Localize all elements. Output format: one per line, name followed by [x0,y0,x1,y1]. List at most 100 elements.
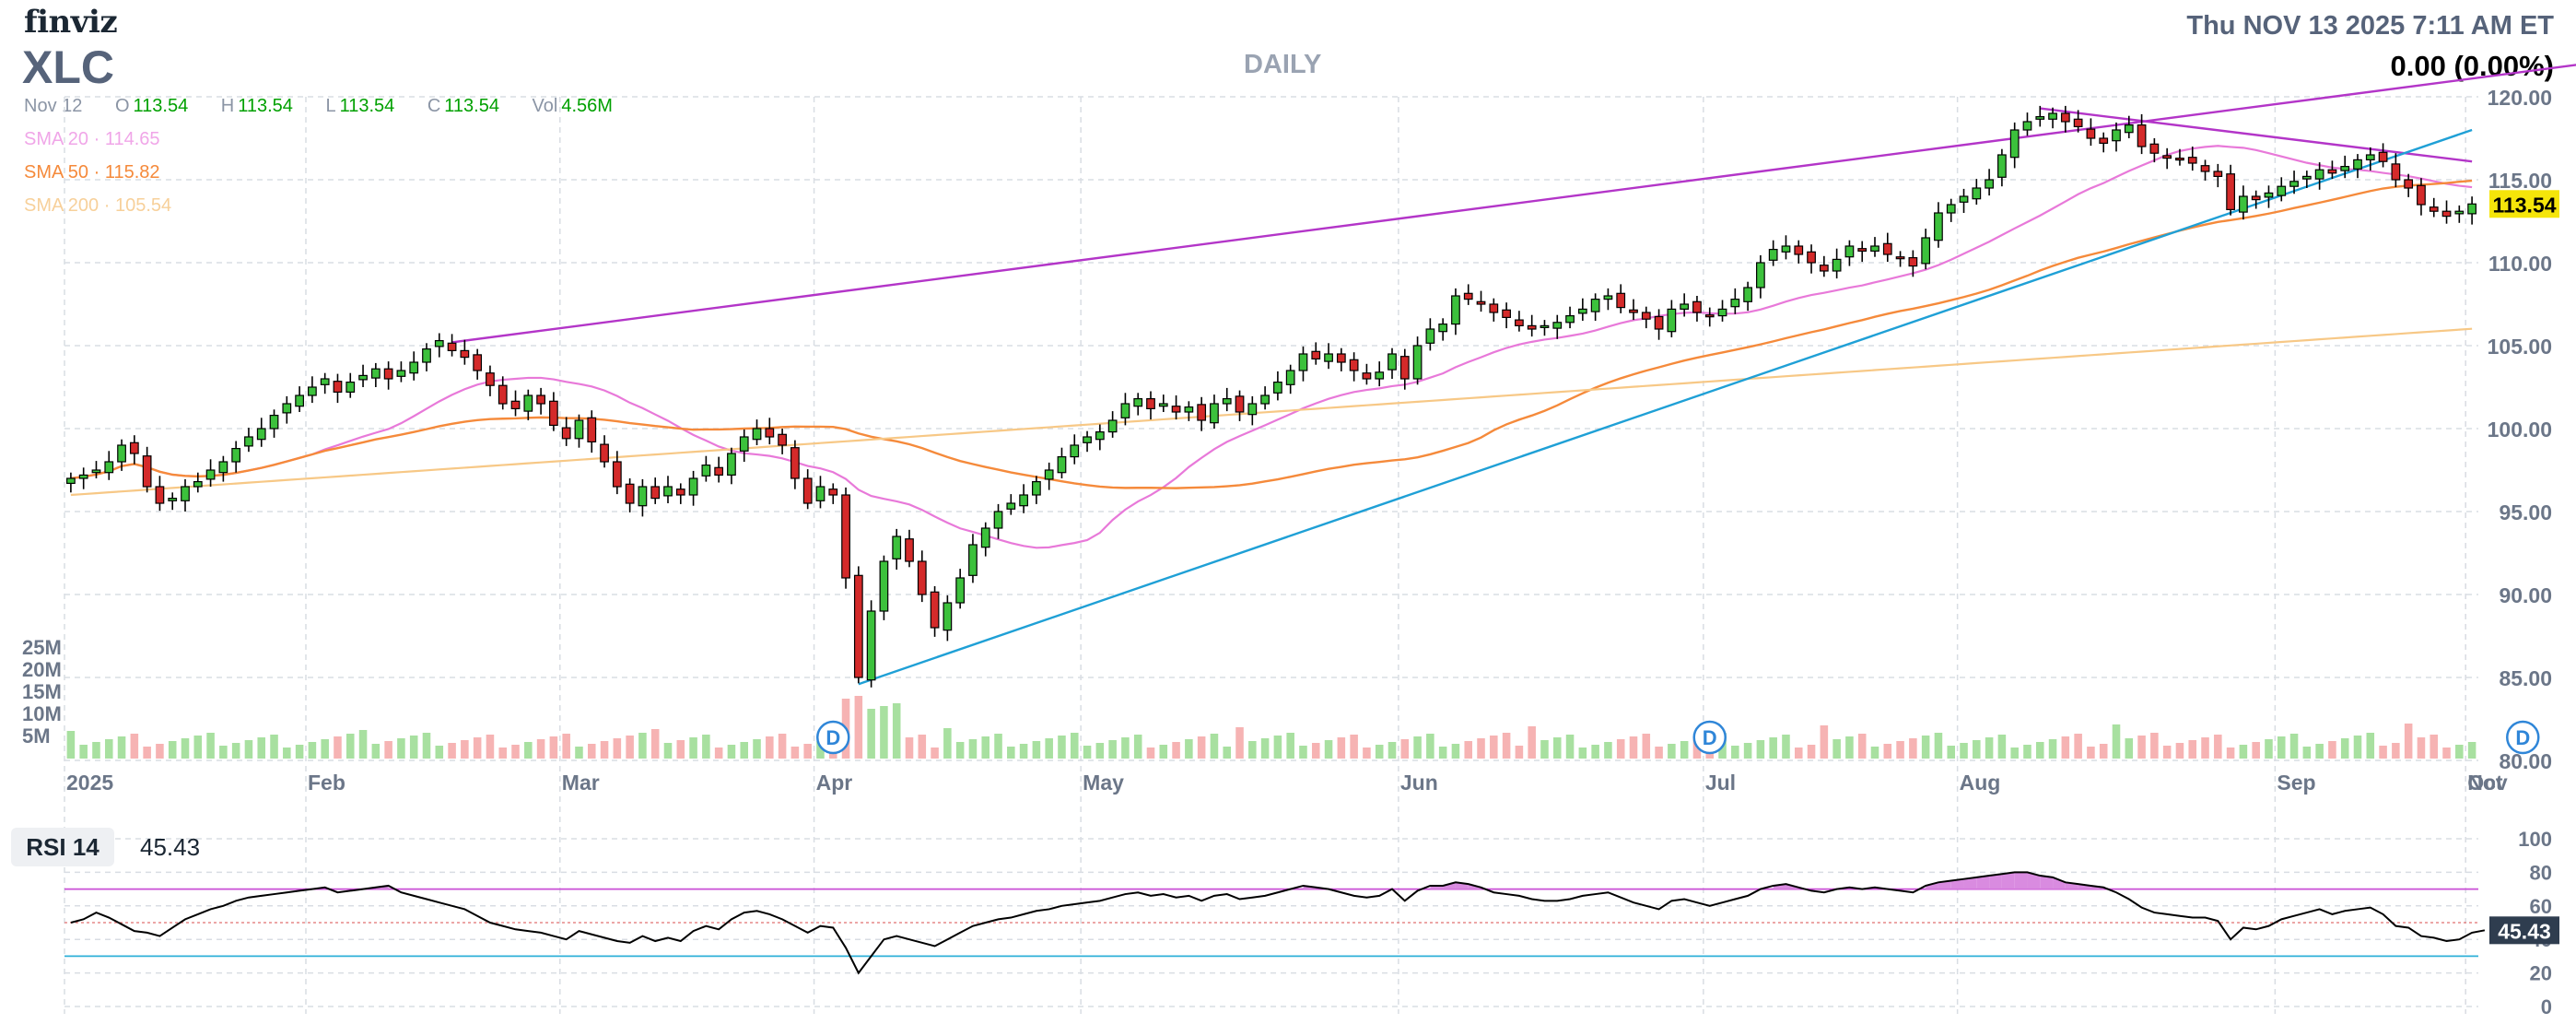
candle-body [1388,353,1397,371]
volume-bar [1070,733,1079,759]
candle-body [2277,185,2287,196]
candle-body [752,428,762,441]
candle-body [1235,395,1245,413]
candle-body [460,349,470,359]
sma200-label: SMA 200 [24,195,100,216]
rsi-tick-label: 20 [2530,962,2552,985]
sma20-legend[interactable]: SMA 20 · 114.65 [24,129,160,149]
candle-body [510,400,521,409]
sma50-legend[interactable]: SMA 50 · 115.82 [24,162,160,182]
volume-bar [753,739,761,759]
volume-bar [143,747,151,759]
volume-bar [1413,736,1422,759]
candle-body [1603,295,1613,300]
volume-bar [931,748,939,759]
candle-body [879,560,889,612]
volume-bar [524,742,533,759]
candle-body [1629,309,1638,313]
candle-body [2289,181,2299,187]
candles [66,105,2476,688]
volume-bar [2265,739,2273,759]
candle-body [1451,295,1460,325]
month-label: Nov [2467,771,2508,795]
volume-bar [1095,743,1105,759]
candle-body [1985,179,1994,189]
candle-body [2112,129,2121,142]
volume-bar [1235,727,1244,759]
rsi-label[interactable]: RSI 14 [11,828,114,866]
volume-bar [397,738,405,759]
candle-body [587,417,597,442]
volume-bar [461,740,469,759]
candle-body [612,461,622,488]
volume-bar [2328,741,2336,759]
candle-body [1527,324,1537,330]
month-label: May [1083,771,1124,795]
candle-body [1107,419,1118,433]
volume-bar [994,734,1002,759]
volume-bar [2379,746,2387,759]
candle-body [2264,192,2274,198]
candle-body [1336,353,1346,363]
candle-body [1590,299,1600,312]
volume-bar [156,744,164,759]
volume-bar [2010,748,2019,759]
candle-body [1680,303,1690,311]
volume-bar [943,728,952,759]
candle-body [193,480,203,488]
volume-bar [1782,735,1790,759]
volume-tick-label: 25M [22,636,62,659]
volume-bar [1197,736,1206,759]
volume-bar [2392,743,2400,759]
candle-body [968,544,978,576]
downtrend-line [2040,107,2473,163]
volume-bar [2162,746,2172,759]
candle-body [1540,324,1550,328]
dividend-marker-circle [2506,720,2540,755]
candle-body [2099,137,2109,145]
candle-body [1717,308,1727,317]
candle-body [1692,300,1702,313]
candle-body [1375,371,1385,380]
volume-bar [1172,742,1180,759]
sma200-legend[interactable]: SMA 200 · 105.54 [24,195,172,216]
volume-bar [2340,738,2349,759]
candle-body [1781,245,1791,253]
volume-bar [257,737,266,759]
finviz-logo[interactable]: finviz [24,4,118,41]
candle-body [422,348,431,363]
volume-bar [1019,744,1028,759]
candle-body [930,591,940,629]
volume-bar [1845,736,1854,759]
candle-body [688,477,698,496]
ticker-symbol: XLC [22,41,114,93]
candle-body [2365,154,2375,161]
candle-body [2327,169,2337,174]
volume-bar [562,734,570,759]
candle-body [345,382,356,394]
volume-bar [345,734,355,759]
ohlc-close-label: C [427,96,441,116]
candle-body [1210,403,1219,424]
candle-body [1794,245,1804,255]
candle-body [2086,128,2096,139]
sma50-label: SMA 50 [24,162,89,182]
candle-body [1083,436,1092,443]
timeframe-label[interactable]: DAILY [1244,50,1322,79]
candle-body [841,494,850,579]
volume-bar [2150,733,2159,759]
candle-body [2429,206,2439,212]
sma20-line [70,145,2473,549]
volume-bar [2125,738,2134,759]
candle-body [282,403,292,414]
candle-body [1222,398,1232,405]
rsi-overbought-fill [2001,872,2015,889]
volume-bar [880,706,888,759]
candle-body [1667,308,1677,333]
volume-bar [1223,747,1232,759]
candle-body [1870,245,1879,253]
volume-bar [1032,741,1041,759]
volume-bar [2035,742,2044,759]
volume-bar [1756,740,1765,759]
